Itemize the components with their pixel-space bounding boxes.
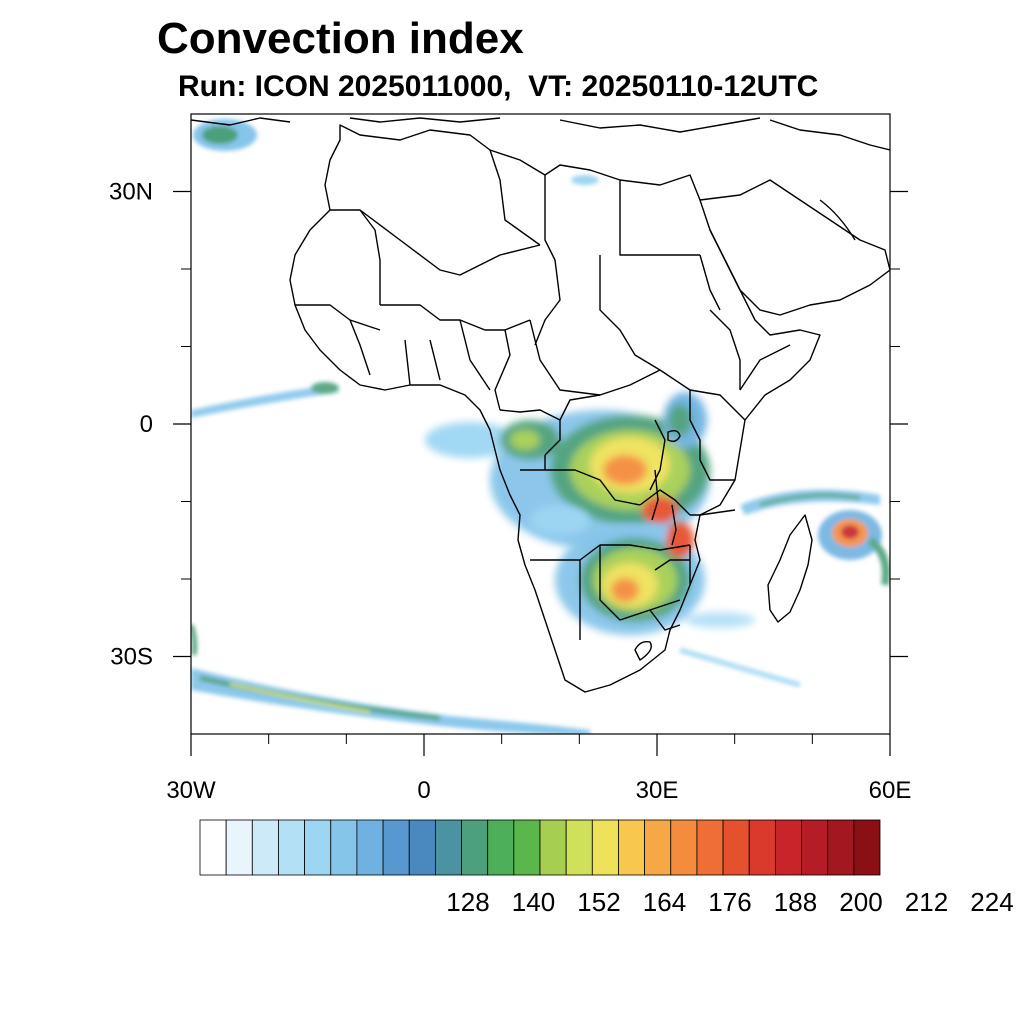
- colorbar-label: 212: [905, 887, 948, 917]
- colorbar-swatch: [278, 819, 306, 876]
- colorbar-swatch: [827, 819, 855, 876]
- colorbar-swatch: [618, 819, 646, 876]
- colorbar-swatch: [513, 819, 541, 876]
- colorbar-swatch: [774, 819, 802, 876]
- coastlines-and-borders: [191, 117, 890, 693]
- lat-tick-label: 30S: [110, 644, 153, 671]
- colorbar-swatch: [539, 819, 567, 876]
- colorbar-swatch: [670, 819, 698, 876]
- colorbar-label: 128: [446, 887, 489, 917]
- lon-tick-label: 30E: [636, 777, 679, 804]
- colorbar-label: 224: [970, 887, 1013, 917]
- colorbar-swatch: [591, 819, 619, 876]
- colorbar-label: 164: [643, 887, 686, 917]
- colorbar-swatch: [722, 819, 750, 876]
- axis-ticks: 30N 0 30S 30W 0 30E 60E: [109, 179, 911, 805]
- colorbar-label: 176: [708, 887, 751, 917]
- colorbar-label: 152: [577, 887, 620, 917]
- lon-tick-label: 0: [417, 777, 430, 804]
- lon-tick-label: 30W: [166, 777, 216, 804]
- chart-subtitle: Run: ICON 2025011000, VT: 20250110-12UTC: [178, 70, 819, 103]
- colorbar-swatch: [199, 819, 227, 876]
- colorbar-swatch: [487, 819, 515, 876]
- colorbar-swatch: [801, 819, 829, 876]
- colorbar-swatch: [565, 819, 593, 876]
- colorbar-swatch: [434, 819, 462, 876]
- lat-tick-label: 30N: [109, 179, 153, 206]
- colorbar-label: 140: [512, 887, 555, 917]
- colorbar-label: 188: [774, 887, 817, 917]
- colorbar-label: 200: [839, 887, 882, 917]
- colorbar-swatch: [461, 819, 489, 876]
- colorbar-swatch: [696, 819, 724, 876]
- colorbar-swatch: [408, 819, 436, 876]
- colorbar-swatch: [225, 819, 253, 876]
- colorbar-swatch: [304, 819, 332, 876]
- chart-title: Convection index: [157, 14, 524, 63]
- lat-tick-label: 0: [140, 411, 153, 438]
- colorbar: 128140152164176188200212224236: [199, 819, 1014, 917]
- colorbar-swatch: [748, 819, 776, 876]
- colorbar-swatch: [644, 819, 672, 876]
- colorbar-swatch: [251, 819, 279, 876]
- colorbar-swatch: [382, 819, 410, 876]
- colorbar-swatch: [356, 819, 384, 876]
- colorbar-swatch: [330, 819, 358, 876]
- colorbar-swatch: [853, 819, 881, 876]
- lon-tick-label: 60E: [869, 777, 912, 804]
